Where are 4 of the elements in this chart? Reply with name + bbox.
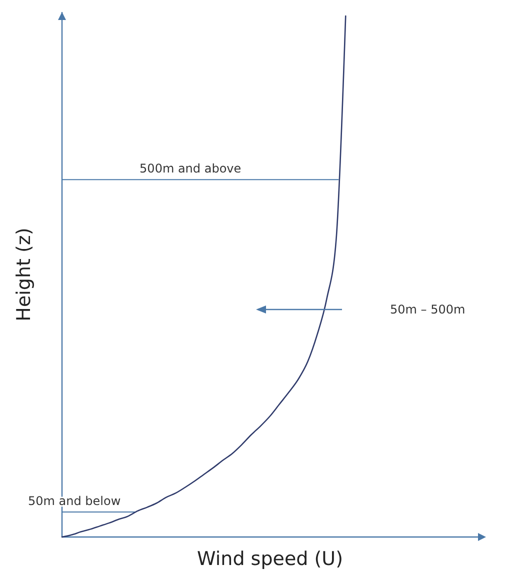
y-axis-title: Height (z): [13, 228, 35, 322]
x-axis-title: Wind speed (U): [197, 548, 343, 570]
annotation: 50m – 500m: [390, 302, 466, 316]
ref-line-label: 500m and above: [140, 162, 242, 176]
